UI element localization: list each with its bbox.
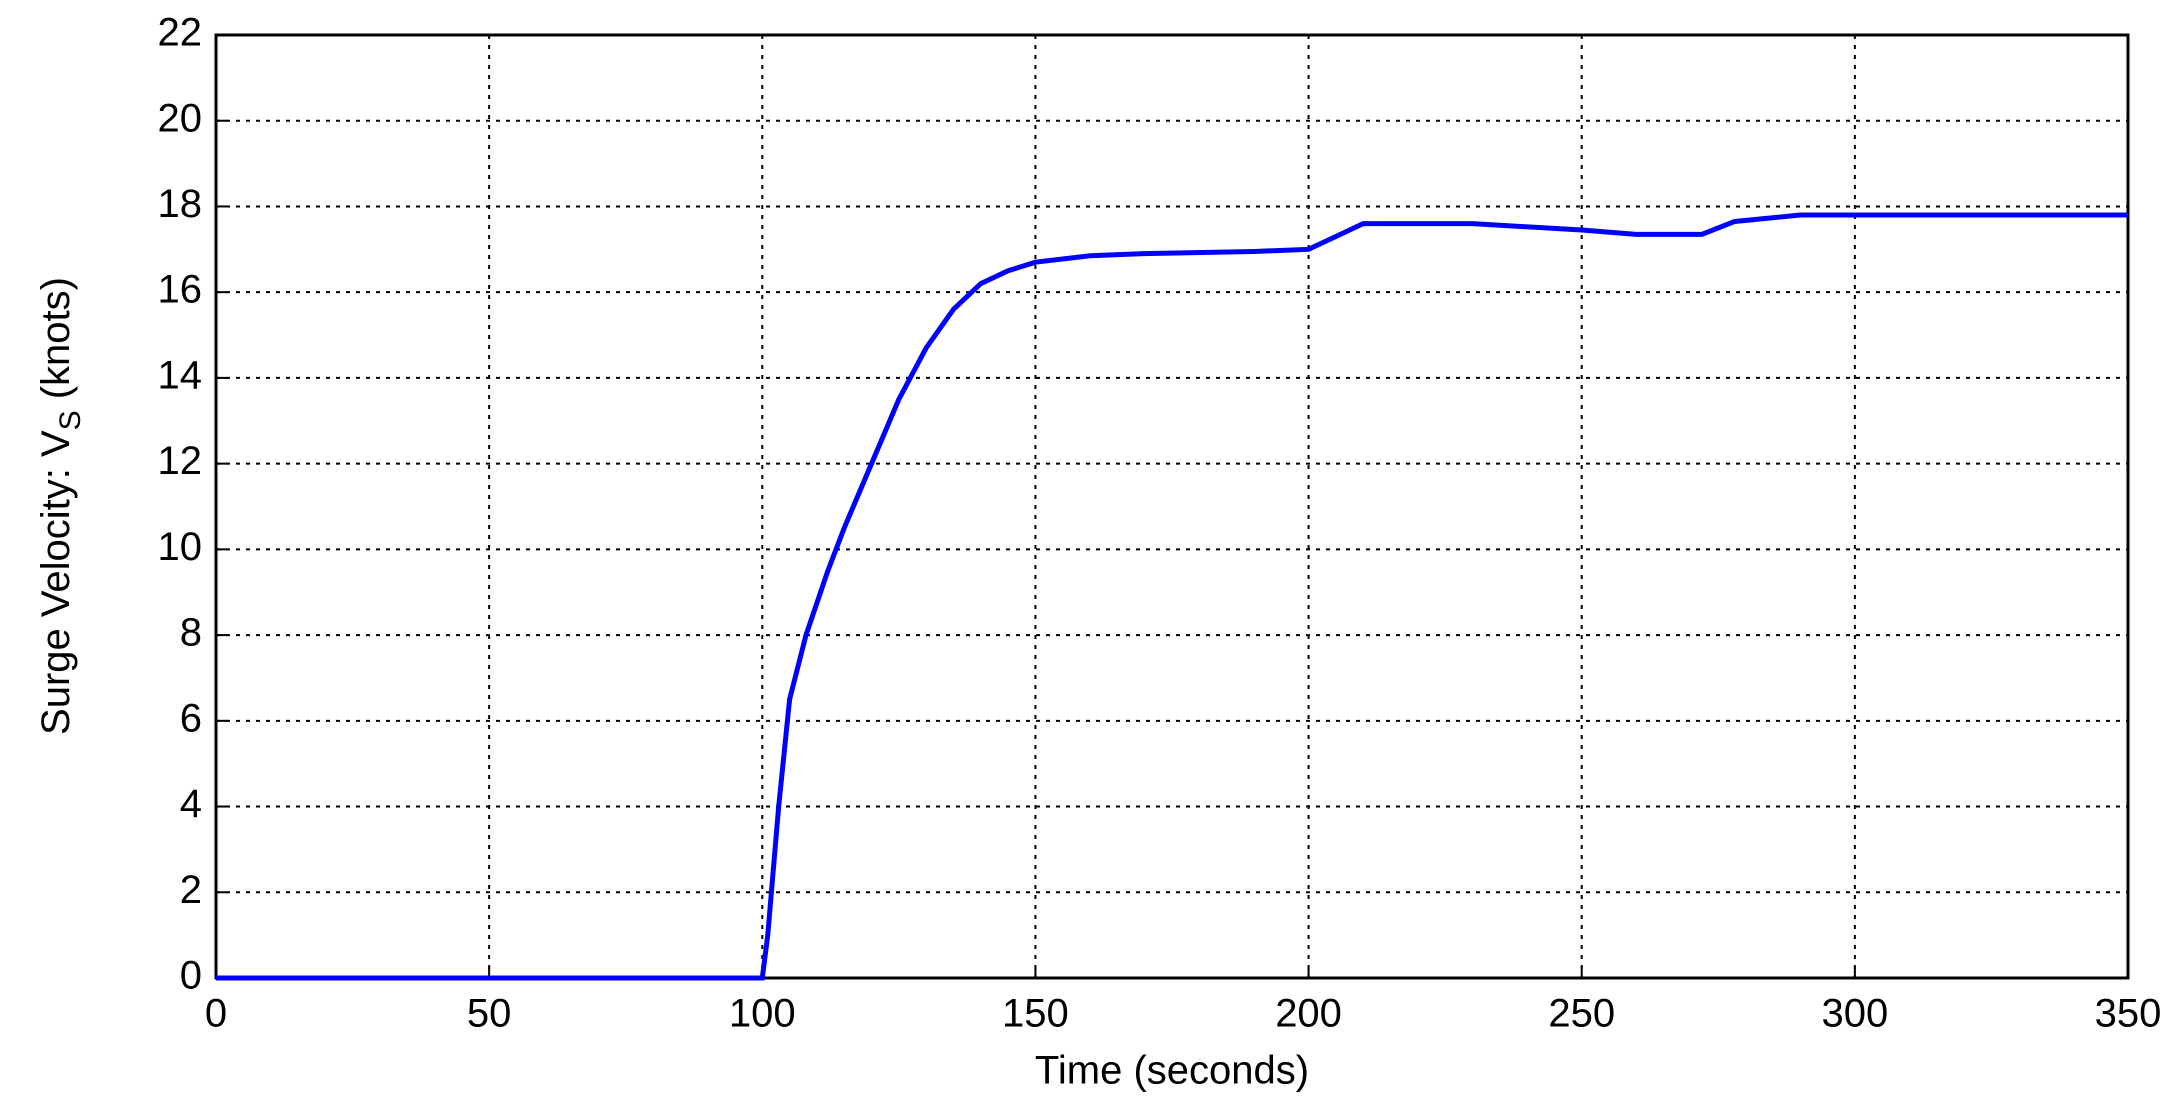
y-tick-label: 20 <box>158 96 203 140</box>
y-tick-label: 0 <box>180 954 202 998</box>
y-tick-label: 18 <box>158 182 203 226</box>
x-tick-label: 200 <box>1275 992 1342 1036</box>
x-tick-label: 50 <box>467 992 512 1036</box>
y-tick-label: 6 <box>180 696 202 740</box>
y-axis-label-part: Surge Velocity: V <box>34 430 78 735</box>
x-tick-label: 300 <box>1821 992 1888 1036</box>
y-tick-label: 8 <box>180 611 202 655</box>
y-axis-label-part: (knots) <box>34 277 78 410</box>
y-tick-label: 4 <box>180 782 202 826</box>
x-tick-label: 0 <box>205 992 227 1036</box>
y-tick-label: 10 <box>158 525 203 569</box>
y-axis-label-subscript: S <box>54 410 87 430</box>
y-axis-label: Surge Velocity: VS (knots) <box>34 277 87 735</box>
x-tick-label: 100 <box>729 992 796 1036</box>
x-tick-label: 150 <box>1002 992 1069 1036</box>
x-tick-label: 250 <box>1548 992 1615 1036</box>
x-axis-label: Time (seconds) <box>1035 1049 1309 1093</box>
x-tick-label: 350 <box>2095 992 2162 1036</box>
y-tick-label: 14 <box>158 353 203 397</box>
plot-frame <box>214 33 2130 980</box>
y-tick-label: 22 <box>158 11 203 55</box>
data-line <box>216 212 2128 981</box>
y-tick-label: 2 <box>180 868 202 912</box>
y-tick-label: 16 <box>158 268 203 312</box>
y-tick-label: 12 <box>158 439 203 483</box>
